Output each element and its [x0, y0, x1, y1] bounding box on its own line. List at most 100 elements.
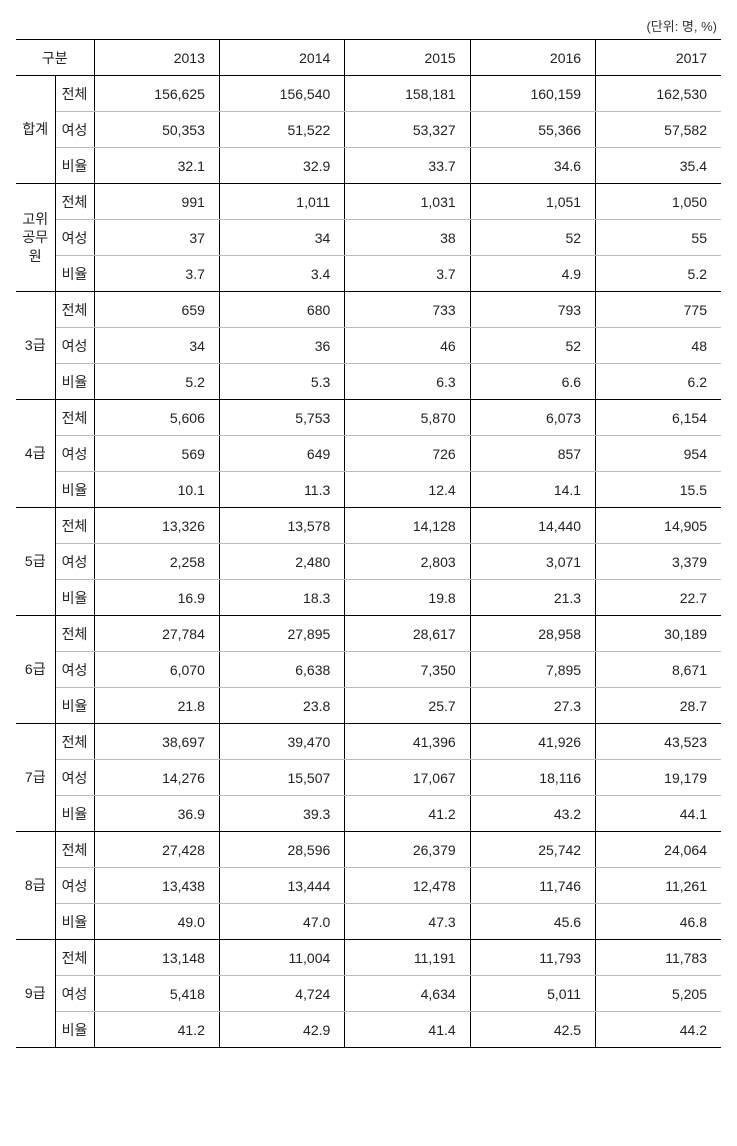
value-cell: 13,578	[219, 508, 344, 544]
value-cell: 11,261	[596, 868, 721, 904]
category-cell: 합계	[16, 76, 55, 184]
value-cell: 42.9	[219, 1012, 344, 1048]
table-row: 합계전체156,625156,540158,181160,159162,530	[16, 76, 721, 112]
sub-label-cell: 전체	[55, 400, 94, 436]
sub-label-cell: 여성	[55, 760, 94, 796]
sub-label-cell: 여성	[55, 976, 94, 1012]
table-row: 6급전체27,78427,89528,61728,95830,189	[16, 616, 721, 652]
value-cell: 27.3	[470, 688, 595, 724]
value-cell: 41.4	[345, 1012, 470, 1048]
value-cell: 775	[596, 292, 721, 328]
category-cell: 6급	[16, 616, 55, 724]
value-cell: 13,148	[94, 940, 219, 976]
value-cell: 41,926	[470, 724, 595, 760]
sub-label-cell: 전체	[55, 184, 94, 220]
value-cell: 2,803	[345, 544, 470, 580]
table-row: 비율49.047.047.345.646.8	[16, 904, 721, 940]
value-cell: 32.9	[219, 148, 344, 184]
value-cell: 6.6	[470, 364, 595, 400]
sub-label-cell: 여성	[55, 112, 94, 148]
value-cell: 41.2	[345, 796, 470, 832]
value-cell: 7,350	[345, 652, 470, 688]
value-cell: 991	[94, 184, 219, 220]
value-cell: 1,011	[219, 184, 344, 220]
value-cell: 733	[345, 292, 470, 328]
value-cell: 36	[219, 328, 344, 364]
sub-label-cell: 비율	[55, 904, 94, 940]
value-cell: 162,530	[596, 76, 721, 112]
header-year-0: 2013	[94, 40, 219, 76]
value-cell: 18.3	[219, 580, 344, 616]
category-cell: 3급	[16, 292, 55, 400]
value-cell: 50,353	[94, 112, 219, 148]
table-row: 여성50,35351,52253,32755,36657,582	[16, 112, 721, 148]
value-cell: 39,470	[219, 724, 344, 760]
value-cell: 28,958	[470, 616, 595, 652]
sub-label-cell: 전체	[55, 832, 94, 868]
value-cell: 15,507	[219, 760, 344, 796]
value-cell: 21.3	[470, 580, 595, 616]
value-cell: 5,753	[219, 400, 344, 436]
sub-label-cell: 전체	[55, 616, 94, 652]
value-cell: 3,379	[596, 544, 721, 580]
table-row: 여성6,0706,6387,3507,8958,671	[16, 652, 721, 688]
value-cell: 14,440	[470, 508, 595, 544]
value-cell: 6,073	[470, 400, 595, 436]
category-cell: 7급	[16, 724, 55, 832]
value-cell: 11,191	[345, 940, 470, 976]
table-row: 비율41.242.941.442.544.2	[16, 1012, 721, 1048]
value-cell: 2,480	[219, 544, 344, 580]
value-cell: 34	[94, 328, 219, 364]
header-year-3: 2016	[470, 40, 595, 76]
value-cell: 47.0	[219, 904, 344, 940]
header-year-2: 2015	[345, 40, 470, 76]
value-cell: 55,366	[470, 112, 595, 148]
value-cell: 4,724	[219, 976, 344, 1012]
value-cell: 5.2	[94, 364, 219, 400]
sub-label-cell: 여성	[55, 436, 94, 472]
value-cell: 46.8	[596, 904, 721, 940]
value-cell: 36.9	[94, 796, 219, 832]
sub-label-cell: 전체	[55, 940, 94, 976]
value-cell: 160,159	[470, 76, 595, 112]
value-cell: 26,379	[345, 832, 470, 868]
unit-label: (단위: 명, %)	[16, 16, 721, 35]
value-cell: 25,742	[470, 832, 595, 868]
table-row: 비율10.111.312.414.115.5	[16, 472, 721, 508]
sub-label-cell: 여성	[55, 868, 94, 904]
sub-label-cell: 전체	[55, 724, 94, 760]
value-cell: 38,697	[94, 724, 219, 760]
value-cell: 13,326	[94, 508, 219, 544]
value-cell: 6.3	[345, 364, 470, 400]
sub-label-cell: 비율	[55, 256, 94, 292]
value-cell: 6,070	[94, 652, 219, 688]
table-row: 고위공무원전체9911,0111,0311,0511,050	[16, 184, 721, 220]
value-cell: 33.7	[345, 148, 470, 184]
value-cell: 17,067	[345, 760, 470, 796]
category-cell: 4급	[16, 400, 55, 508]
value-cell: 5,870	[345, 400, 470, 436]
value-cell: 44.2	[596, 1012, 721, 1048]
value-cell: 18,116	[470, 760, 595, 796]
value-cell: 10.1	[94, 472, 219, 508]
value-cell: 14.1	[470, 472, 595, 508]
category-cell: 고위공무원	[16, 184, 55, 292]
value-cell: 52	[470, 220, 595, 256]
category-cell: 9급	[16, 940, 55, 1048]
value-cell: 11,004	[219, 940, 344, 976]
value-cell: 39.3	[219, 796, 344, 832]
value-cell: 4,634	[345, 976, 470, 1012]
header-row: 구분 2013 2014 2015 2016 2017	[16, 40, 721, 76]
value-cell: 857	[470, 436, 595, 472]
value-cell: 14,905	[596, 508, 721, 544]
value-cell: 34	[219, 220, 344, 256]
value-cell: 11.3	[219, 472, 344, 508]
category-cell: 8급	[16, 832, 55, 940]
sub-label-cell: 비율	[55, 688, 94, 724]
value-cell: 12,478	[345, 868, 470, 904]
value-cell: 649	[219, 436, 344, 472]
sub-label-cell: 비율	[55, 148, 94, 184]
value-cell: 46	[345, 328, 470, 364]
sub-label-cell: 전체	[55, 76, 94, 112]
value-cell: 27,895	[219, 616, 344, 652]
